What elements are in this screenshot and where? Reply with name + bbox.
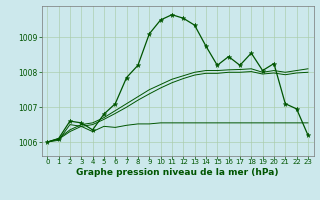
X-axis label: Graphe pression niveau de la mer (hPa): Graphe pression niveau de la mer (hPa) <box>76 168 279 177</box>
